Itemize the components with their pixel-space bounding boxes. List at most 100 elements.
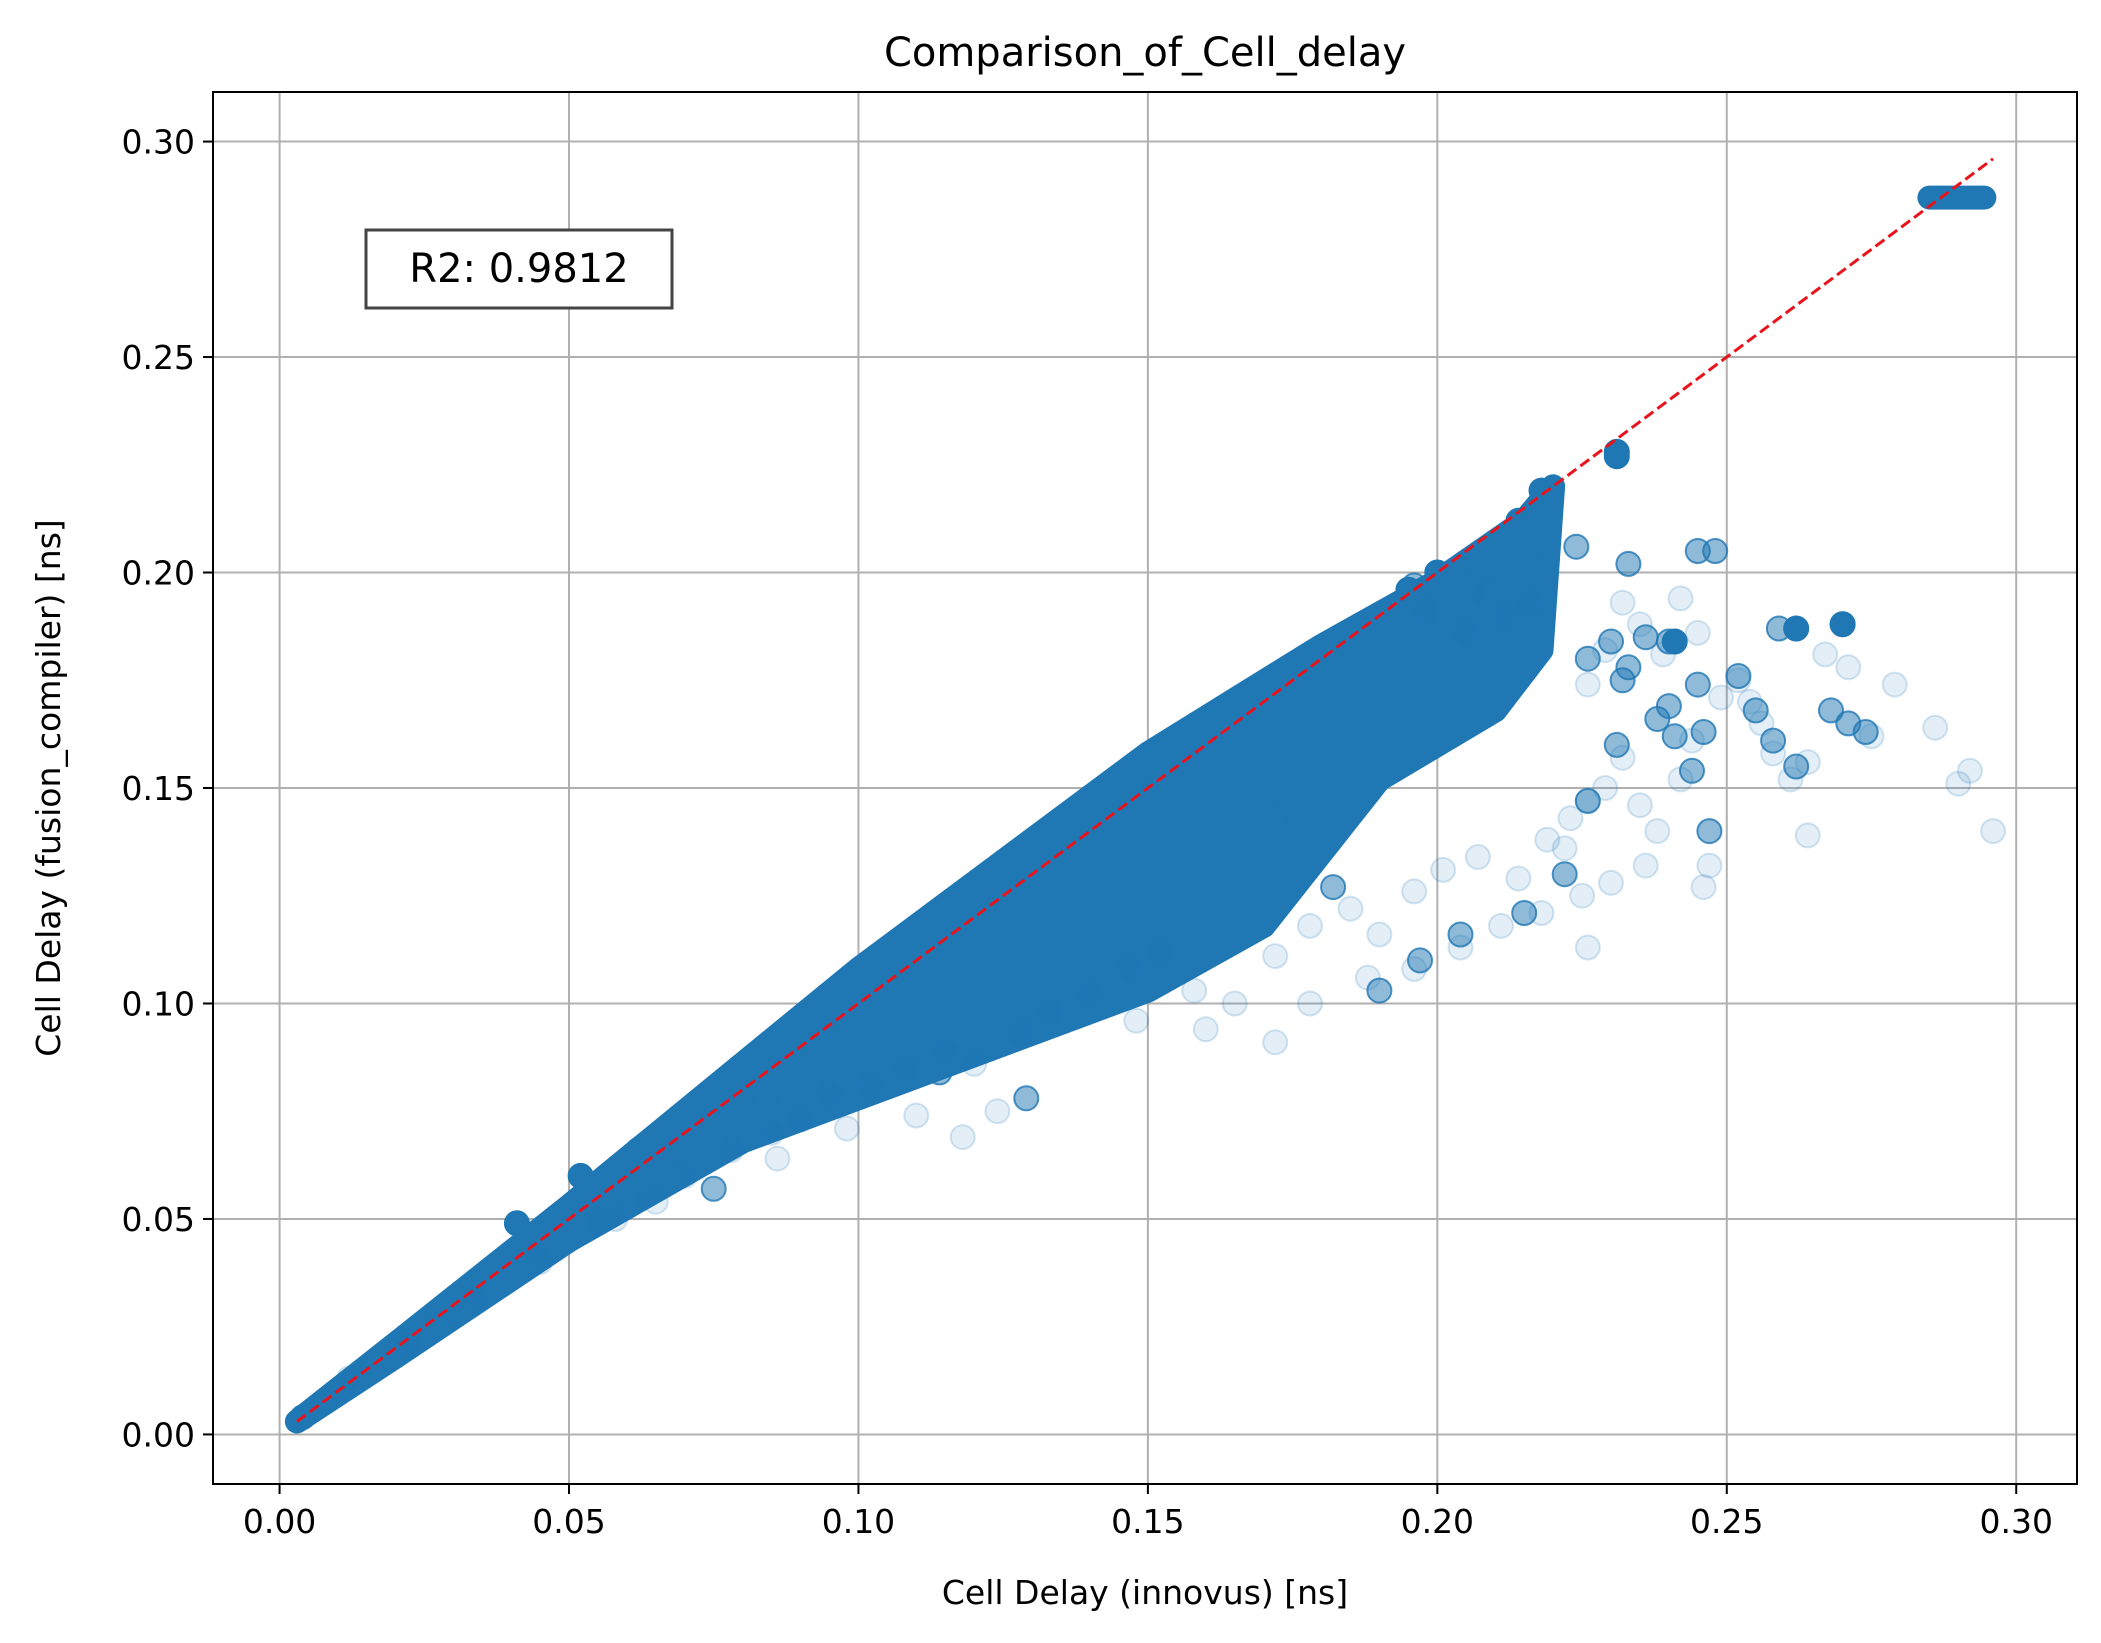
scatter-point [642, 1188, 669, 1215]
scatter-point [1783, 753, 1810, 780]
y-axis-label: Cell Delay (fusion_compiler) [ns] [29, 519, 68, 1057]
scatter-point [718, 1137, 745, 1163]
y-tick-label: 0.05 [122, 1200, 195, 1239]
scatter-point [1036, 999, 1063, 1026]
scatter-point [527, 1249, 554, 1276]
scatter-point [1696, 852, 1723, 879]
scatter-point [1366, 921, 1393, 948]
scatter-point [1569, 882, 1596, 909]
scatter-point [567, 1162, 594, 1189]
scatter-point [1956, 757, 1983, 784]
scatter-point [926, 1059, 953, 1086]
scatter-point [336, 1365, 362, 1392]
scatter-point [1262, 943, 1289, 970]
scatter-point [1684, 671, 1711, 698]
scatter-point [1794, 822, 1821, 849]
scatter-point [1366, 977, 1393, 1004]
scatter-point [857, 1072, 883, 1099]
scatter-point [1690, 874, 1717, 901]
scatter-point [1615, 654, 1642, 681]
scatter-point [1835, 654, 1862, 681]
scatter-point [816, 1081, 843, 1107]
scatter-point [1557, 805, 1584, 832]
scatter-point [1980, 818, 2007, 845]
scatter-point [1221, 990, 1248, 1017]
scatter-point [787, 1106, 814, 1133]
scatter-point [1401, 878, 1428, 905]
scatter-point [891, 1055, 918, 1082]
x-tick-label: 0.20 [1401, 1502, 1474, 1541]
r2-annotation: R2: 0.9812 [364, 228, 674, 310]
scatter-point [1262, 805, 1289, 832]
scatter-point [1852, 719, 1879, 745]
scatter-point [1488, 912, 1514, 939]
scatter-point [1407, 947, 1433, 974]
scatter-point [1881, 671, 1908, 698]
scatter-point [440, 1296, 467, 1323]
y-tick-label: 0.15 [122, 769, 195, 808]
scatter-point [1192, 1016, 1219, 1043]
scatter-point [1013, 1085, 1040, 1112]
scatter-point [1829, 611, 1856, 638]
y-tick-label: 0.30 [122, 123, 195, 162]
scatter-point [1262, 1029, 1289, 1056]
scatter-point [1598, 628, 1624, 655]
scatter-point [1615, 550, 1642, 577]
scatter-point [671, 1162, 698, 1189]
scatter-point [903, 1102, 930, 1129]
scatter-point [463, 1287, 490, 1314]
y-tick-label: 0.10 [122, 984, 195, 1023]
scatter-point [1632, 624, 1659, 651]
scatter-point [949, 1124, 976, 1151]
scatter-point [1667, 585, 1694, 612]
reference-line-group [296, 157, 1994, 1423]
scatter-point [1424, 559, 1451, 586]
scatter-point [1117, 956, 1144, 982]
scatter-point [1528, 477, 1555, 504]
scatter-point [1493, 602, 1520, 629]
scatter-point [1077, 981, 1103, 1008]
scatter-point [1632, 852, 1659, 879]
scatter-point [1574, 671, 1601, 698]
scatter-point [1337, 895, 1364, 922]
scatter-point [1760, 727, 1787, 754]
scatter-point [1505, 865, 1532, 892]
scatter-point [1447, 921, 1474, 948]
scatter-point [1609, 589, 1636, 616]
scatter-point [833, 1115, 860, 1142]
scatter-point [1592, 775, 1619, 801]
r2-annotation-text: R2: 0.9812 [409, 246, 628, 292]
scatter-point [1215, 921, 1242, 948]
scatter-point [1551, 861, 1578, 888]
scatter-point [1482, 581, 1509, 608]
scatter-point [1661, 723, 1688, 750]
scatter-point [1603, 731, 1630, 758]
x-tick-label: 0.30 [1979, 1502, 2052, 1541]
x-tick-label: 0.00 [243, 1502, 316, 1541]
scatter-point [1094, 947, 1121, 974]
scatter-point [602, 1206, 629, 1232]
scatter-point [1297, 990, 1323, 1017]
scatter-point [932, 1037, 959, 1064]
scatter-point [1470, 542, 1497, 569]
scatter-point [625, 1137, 652, 1163]
scatter-point [1574, 934, 1601, 961]
scatter-point [1430, 856, 1457, 883]
scatter-point [585, 1210, 611, 1237]
scatter-point [1395, 576, 1422, 603]
scatter-point [1655, 693, 1682, 720]
scatter-point [1574, 645, 1601, 672]
x-tick-label: 0.15 [1111, 1502, 1184, 1541]
scatter-point [1412, 598, 1439, 625]
scatter-point [1320, 874, 1347, 901]
scatter-point [1464, 844, 1491, 870]
scatter-point [1818, 697, 1844, 724]
scatter-point [1679, 757, 1705, 784]
scatter-point [1181, 977, 1208, 1004]
scatter-point [1644, 818, 1671, 845]
scatter-point [1702, 538, 1729, 564]
scatter-point [1563, 533, 1590, 560]
scatter-point [1696, 818, 1723, 845]
